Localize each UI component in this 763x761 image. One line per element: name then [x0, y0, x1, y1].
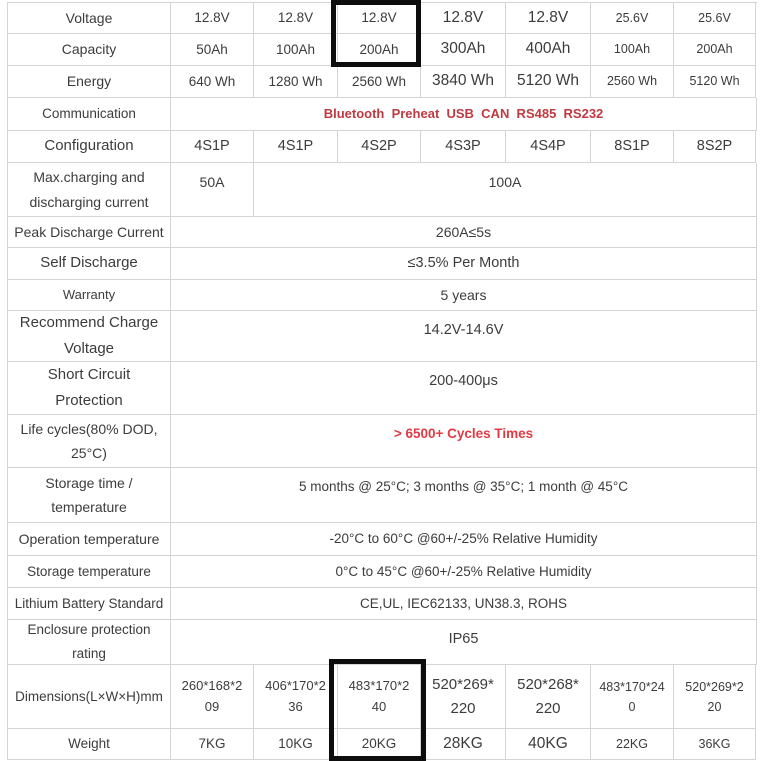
storage-temp-value: 0°C to 45°C @60+/-25% Relative Humidity — [171, 556, 757, 588]
warranty-value: 5 years — [171, 280, 757, 311]
energy-value: 2560 Wh — [591, 66, 674, 98]
storage-time-row-label: Storage time / temperature — [8, 468, 171, 523]
configuration-value: 4S3P — [421, 131, 506, 163]
voltage-value: 12.8V — [338, 3, 421, 34]
weight-row: Weight 7KG 10KG 20KG 28KG 40KG 22KG 36KG — [8, 729, 757, 760]
configuration-value: 4S2P — [338, 131, 421, 163]
dimensions-value: 406*170*236 — [254, 665, 338, 729]
max-current-value-100a: 100A — [254, 163, 757, 217]
recommend-charge-value: 14.2V-14.6V — [171, 311, 757, 362]
dimensions-value: 520*269*220 — [674, 665, 756, 729]
voltage-value: 12.8V — [421, 3, 506, 34]
warranty-row-label: Warranty — [8, 280, 171, 311]
dimensions-value: 483*170*240 — [338, 665, 421, 729]
dimensions-value: 520*269*220 — [421, 665, 506, 729]
energy-row: Energy 640 Wh 1280 Wh 2560 Wh 3840 Wh 51… — [8, 66, 757, 98]
peak-discharge-row-label: Peak Discharge Current — [8, 217, 171, 248]
weight-value: 28KG — [421, 729, 506, 760]
self-discharge-row: Self Discharge ≤3.5% Per Month — [8, 248, 757, 280]
weight-value: 7KG — [171, 729, 254, 760]
dimensions-value: 520*268*220 — [506, 665, 591, 729]
life-cycles-row-label: Life cycles(80% DOD, 25°C) — [8, 415, 171, 468]
communication-value: Bluetooth Preheat USB CAN RS485 RS232 — [171, 98, 757, 131]
capacity-value: 200Ah — [674, 34, 756, 66]
weight-row-label: Weight — [8, 729, 171, 760]
recommend-charge-row: Recommend Charge Voltage 14.2V-14.6V — [8, 311, 757, 362]
lithium-standard-row-label: Lithium Battery Standard — [8, 588, 171, 620]
configuration-value: 8S2P — [674, 131, 756, 163]
max-current-value-50a: 50A — [171, 163, 254, 217]
enclosure-rating-value: IP65 — [171, 620, 757, 665]
dimensions-value: 260*168*209 — [171, 665, 254, 729]
configuration-value: 4S1P — [254, 131, 338, 163]
enclosure-rating-row-label: Enclosure protection rating — [8, 620, 171, 665]
lithium-standard-row: Lithium Battery Standard CE,UL, IEC62133… — [8, 588, 757, 620]
weight-value: 36KG — [674, 729, 756, 760]
voltage-value: 12.8V — [506, 3, 591, 34]
voltage-value: 12.8V — [171, 3, 254, 34]
short-circuit-value: 200-400μs — [171, 362, 757, 415]
weight-value: 22KG — [591, 729, 674, 760]
dimensions-value: 483*170*240 — [591, 665, 674, 729]
operation-temp-row: Operation temperature -20°C to 60°C @60+… — [8, 523, 757, 556]
life-cycles-row: Life cycles(80% DOD, 25°C) > 6500+ Cycle… — [8, 415, 757, 468]
capacity-value: 200Ah — [338, 34, 421, 66]
lithium-standard-value: CE,UL, IEC62133, UN38.3, ROHS — [171, 588, 757, 620]
operation-temp-row-label: Operation temperature — [8, 523, 171, 556]
spec-table: Voltage 12.8V 12.8V 12.8V 12.8V 12.8V 25… — [7, 2, 757, 760]
voltage-row: Voltage 12.8V 12.8V 12.8V 12.8V 12.8V 25… — [8, 3, 757, 34]
configuration-value: 4S1P — [171, 131, 254, 163]
voltage-value: 25.6V — [674, 3, 756, 34]
energy-value: 2560 Wh — [338, 66, 421, 98]
configuration-value: 8S1P — [591, 131, 674, 163]
energy-value: 5120 Wh — [674, 66, 756, 98]
peak-discharge-row: Peak Discharge Current 260A≤5s — [8, 217, 757, 248]
storage-temp-row: Storage temperature 0°C to 45°C @60+/-25… — [8, 556, 757, 588]
energy-value: 640 Wh — [171, 66, 254, 98]
voltage-value: 12.8V — [254, 3, 338, 34]
voltage-row-label: Voltage — [8, 3, 171, 34]
capacity-row-label: Capacity — [8, 34, 171, 66]
energy-value: 5120 Wh — [506, 66, 591, 98]
energy-value: 1280 Wh — [254, 66, 338, 98]
peak-discharge-value: 260A≤5s — [171, 217, 757, 248]
weight-value: 10KG — [254, 729, 338, 760]
weight-value: 20KG — [338, 729, 421, 760]
storage-temp-row-label: Storage temperature — [8, 556, 171, 588]
capacity-row: Capacity 50Ah 100Ah 200Ah 300Ah 400Ah 10… — [8, 34, 757, 66]
max-current-row: Max.charging and discharging current 50A… — [8, 163, 757, 217]
dimensions-row-label: Dimensions(L×W×H)mm — [8, 665, 171, 729]
life-cycles-value: > 6500+ Cycles Times — [171, 415, 757, 468]
voltage-value: 25.6V — [591, 3, 674, 34]
configuration-row-label: Configuration — [8, 131, 171, 163]
short-circuit-row: Short Circuit Protection 200-400μs — [8, 362, 757, 415]
capacity-value: 400Ah — [506, 34, 591, 66]
capacity-value: 50Ah — [171, 34, 254, 66]
recommend-charge-row-label: Recommend Charge Voltage — [8, 311, 171, 362]
energy-value: 3840 Wh — [421, 66, 506, 98]
operation-temp-value: -20°C to 60°C @60+/-25% Relative Humidit… — [171, 523, 757, 556]
enclosure-rating-row: Enclosure protection rating IP65 — [8, 620, 757, 665]
self-discharge-row-label: Self Discharge — [8, 248, 171, 280]
configuration-row: Configuration 4S1P 4S1P 4S2P 4S3P 4S4P 8… — [8, 131, 757, 163]
storage-time-row: Storage time / temperature 5 months @ 25… — [8, 468, 757, 523]
capacity-value: 300Ah — [421, 34, 506, 66]
communication-row: Communication Bluetooth Preheat USB CAN … — [8, 98, 757, 131]
weight-value: 40KG — [506, 729, 591, 760]
short-circuit-row-label: Short Circuit Protection — [8, 362, 171, 415]
configuration-value: 4S4P — [506, 131, 591, 163]
storage-time-value: 5 months @ 25°C; 3 months @ 35°C; 1 mont… — [171, 468, 757, 523]
communication-row-label: Communication — [8, 98, 171, 131]
capacity-value: 100Ah — [254, 34, 338, 66]
max-current-row-label: Max.charging and discharging current — [8, 163, 171, 217]
warranty-row: Warranty 5 years — [8, 280, 757, 311]
capacity-value: 100Ah — [591, 34, 674, 66]
dimensions-row: Dimensions(L×W×H)mm 260*168*209 406*170*… — [8, 665, 757, 729]
self-discharge-value: ≤3.5% Per Month — [171, 248, 757, 280]
energy-row-label: Energy — [8, 66, 171, 98]
